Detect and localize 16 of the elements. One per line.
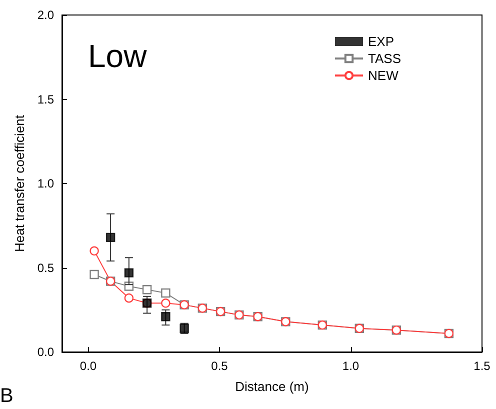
y-tick-label: 1.0 bbox=[37, 176, 54, 190]
y-axis-title: Heat transfer coefficient bbox=[12, 114, 27, 252]
y-tick-label: 0.5 bbox=[37, 260, 54, 275]
y-tick-label: 0.0 bbox=[37, 345, 54, 359]
annotation: Low bbox=[88, 38, 148, 74]
x-axis-title: Distance (m) bbox=[235, 379, 309, 394]
y-tick-label: 1.5 bbox=[37, 92, 54, 106]
y-tick-label: 2.0 bbox=[37, 8, 54, 22]
legend-label: NEW bbox=[368, 68, 400, 83]
legend-label: EXP bbox=[368, 34, 394, 49]
x-tick-label: 1.0 bbox=[342, 359, 360, 373]
text: B bbox=[0, 385, 14, 407]
legend-label: TASS bbox=[368, 51, 402, 66]
x-tick-label: 0.0 bbox=[80, 359, 97, 373]
x-tick-label: 1.5 bbox=[474, 359, 491, 373]
x-tick-label: 0.5 bbox=[211, 359, 228, 373]
